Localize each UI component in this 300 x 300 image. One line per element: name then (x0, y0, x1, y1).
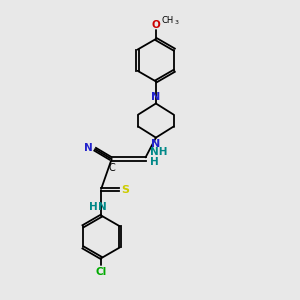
Text: N: N (98, 202, 107, 212)
Text: C: C (108, 163, 115, 173)
Text: H: H (89, 202, 98, 212)
Text: N: N (151, 139, 160, 149)
Text: N: N (84, 143, 93, 153)
Text: S: S (122, 185, 129, 195)
Text: CH: CH (161, 16, 173, 25)
Text: N: N (151, 92, 160, 102)
Text: NH: NH (150, 147, 167, 158)
Text: Cl: Cl (96, 268, 107, 278)
Text: O: O (152, 20, 160, 30)
Text: 3: 3 (174, 20, 178, 25)
Text: H: H (150, 157, 159, 167)
